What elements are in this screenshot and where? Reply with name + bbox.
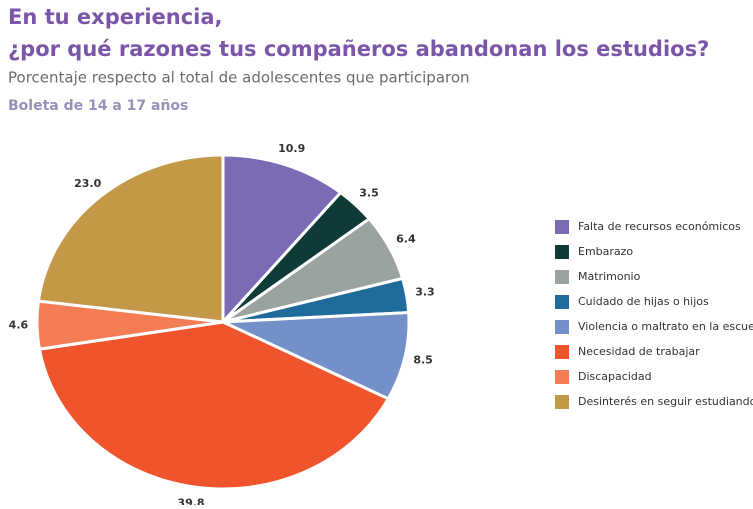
legend-label: Discapacidad — [578, 370, 652, 383]
chart-title: En tu experiencia, — [8, 5, 223, 29]
legend-label: Matrimonio — [578, 270, 641, 283]
legend-swatch — [555, 370, 569, 384]
data-label: 39.8 — [177, 496, 204, 505]
legend-label: Cuidado de hijas o hijos — [578, 295, 709, 308]
legend-swatch — [555, 295, 569, 309]
legend-swatch — [555, 345, 569, 359]
legend-swatch — [555, 320, 569, 334]
pie-slice — [36, 153, 225, 324]
legend-label: Embarazo — [578, 245, 633, 258]
legend-swatch — [555, 395, 569, 409]
legend-swatch — [555, 270, 569, 284]
data-label: 6.4 — [396, 233, 416, 246]
legend-swatch — [555, 220, 569, 234]
legend-label: Violencia o maltrato en la escuela — [578, 320, 753, 333]
legend-swatch — [555, 245, 569, 259]
pie-slice — [221, 153, 343, 326]
data-label: 8.5 — [413, 353, 433, 366]
group-label: Boleta de 14 a 17 años — [8, 98, 188, 114]
legend-label: Falta de recursos económicos — [578, 220, 741, 233]
chart-subtitle: Porcentaje respecto al total de adolesce… — [8, 69, 470, 87]
pie-slice — [222, 310, 411, 401]
legend-label: Desinterés en seguir estudiando — [578, 395, 753, 408]
legend-label: Necesidad de trabajar — [578, 345, 700, 358]
data-label: 10.9 — [278, 142, 305, 155]
chart-title: ¿por qué razones tus compañeros abandona… — [8, 37, 709, 61]
data-label: 3.5 — [359, 186, 379, 199]
data-label: 23.0 — [74, 177, 101, 190]
data-label: 4.6 — [9, 318, 29, 331]
pie-slice — [37, 320, 391, 491]
data-label: 3.3 — [415, 286, 435, 299]
